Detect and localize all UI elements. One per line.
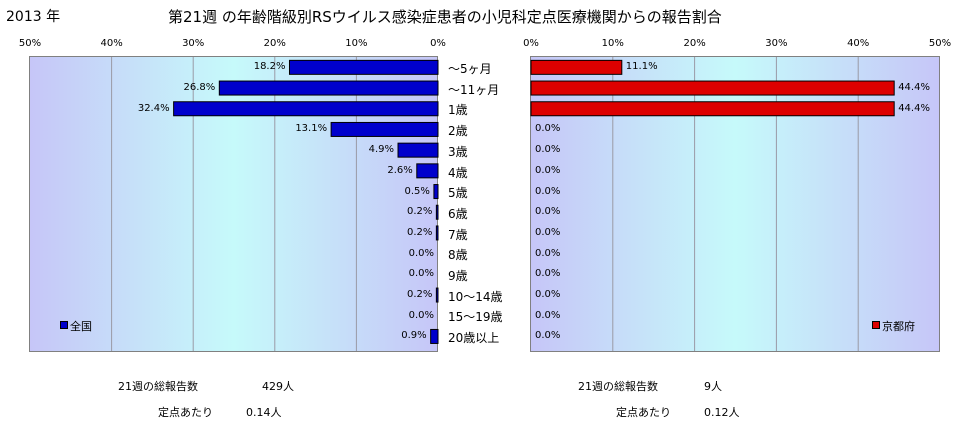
bar-kyoto (530, 80, 895, 96)
legend-kyoto: 京都府 (872, 318, 915, 334)
legend-swatch-national (60, 321, 68, 329)
data-label-national: 0.2% (406, 289, 433, 301)
tick-label-right: 20% (683, 38, 706, 49)
data-label-national: 0.0% (408, 309, 434, 321)
data-label-national: 26.8% (183, 82, 216, 94)
data-label-kyoto: 0.0% (535, 247, 561, 259)
category-label: ～11ヶ月 (448, 82, 500, 97)
data-label-kyoto: 0.0% (535, 206, 561, 218)
tick-label-left: 20% (263, 38, 286, 49)
bar-national (173, 101, 439, 117)
tick-label-right: 10% (601, 38, 624, 49)
category-label: 10～14歳 (448, 289, 503, 304)
footer-right-per-label: 定点あたり (616, 406, 671, 419)
data-label-national: 0.5% (404, 185, 430, 197)
bar-kyoto (530, 101, 895, 117)
year-label: 2013 年 (6, 9, 61, 25)
data-label-kyoto: 0.0% (535, 123, 561, 135)
category-label: ～5ヶ月 (448, 62, 492, 76)
tick-label-right: 40% (847, 38, 870, 49)
bar-national (218, 80, 439, 96)
tick-label-right: 0% (523, 38, 539, 49)
data-label-national: 2.6% (387, 164, 413, 176)
bar-national (288, 59, 439, 75)
footer-left-per-value: 0.14人 (246, 406, 282, 419)
data-label-kyoto: 0.0% (535, 289, 561, 301)
data-label-kyoto: 0.0% (535, 309, 561, 321)
footer-left-reports-label: 21週の総報告数 (118, 380, 198, 393)
data-label-kyoto: 0.0% (535, 226, 561, 238)
tick-label-right: 30% (765, 38, 788, 49)
data-label-kyoto: 44.4% (898, 102, 930, 114)
chart-title: 第21週 の年齢階級別RSウイルス感染症患者の小児科定点医療機関からの報告割合 (168, 8, 722, 26)
category-label: 6歳 (448, 206, 468, 221)
category-label: 8歳 (448, 248, 468, 263)
data-label-national: 13.1% (295, 123, 328, 135)
footer-right-per-value: 0.12人 (704, 406, 740, 419)
data-label-kyoto: 0.0% (535, 144, 561, 156)
bar-national (397, 142, 439, 158)
category-label: 4歳 (448, 165, 468, 180)
footer-right-reports-label: 21週の総報告数 (578, 380, 658, 393)
data-label-kyoto: 0.0% (535, 164, 561, 176)
bar-national (435, 225, 439, 241)
bar-national (435, 204, 439, 220)
data-label-national: 0.2% (406, 226, 433, 238)
data-label-national: 18.2% (253, 61, 286, 73)
legend-swatch-kyoto (872, 321, 880, 329)
data-label-kyoto: 0.0% (535, 268, 561, 280)
data-label-kyoto: 0.0% (535, 185, 561, 197)
data-label-kyoto: 44.4% (898, 82, 930, 94)
category-label: 2歳 (448, 124, 468, 139)
legend-label-national: 全国 (70, 320, 92, 333)
category-label: 20歳以上 (448, 331, 500, 346)
category-label: 15～19歳 (448, 310, 503, 325)
tick-label-left: 10% (345, 38, 368, 49)
legend-label-kyoto: 京都府 (882, 320, 915, 333)
tick-label-left: 50% (18, 38, 42, 49)
data-label-national: 32.4% (137, 102, 170, 114)
data-label-national: 0.0% (408, 268, 434, 280)
tick-label-right: 50% (928, 38, 952, 49)
bar-national (433, 184, 439, 200)
footer-left-reports-value: 429人 (262, 380, 294, 393)
data-label-kyoto: 0.0% (535, 330, 561, 342)
tick-label-left: 40% (100, 38, 123, 49)
data-label-national: 4.9% (368, 144, 395, 156)
category-label: 3歳 (448, 144, 468, 159)
footer-left-per-label: 定点あたり (158, 406, 213, 419)
bar-national (330, 121, 439, 137)
data-label-national: 0.2% (406, 206, 433, 218)
legend-national: 全国 (60, 318, 92, 334)
data-label-kyoto: 11.1% (625, 61, 658, 73)
bar-kyoto (530, 59, 623, 75)
bar-national (430, 328, 439, 344)
category-label: 1歳 (448, 103, 468, 118)
data-label-national: 0.0% (408, 247, 434, 259)
tick-label-left: 30% (182, 38, 205, 49)
data-label-national: 0.9% (401, 330, 427, 342)
bar-national (416, 163, 439, 179)
bar-national (435, 287, 439, 303)
tick-label-left: 0% (430, 38, 446, 49)
category-label: 7歳 (448, 227, 468, 242)
category-label: 5歳 (448, 186, 468, 201)
category-label: 9歳 (448, 269, 468, 283)
footer-right-reports-value: 9人 (704, 380, 722, 393)
